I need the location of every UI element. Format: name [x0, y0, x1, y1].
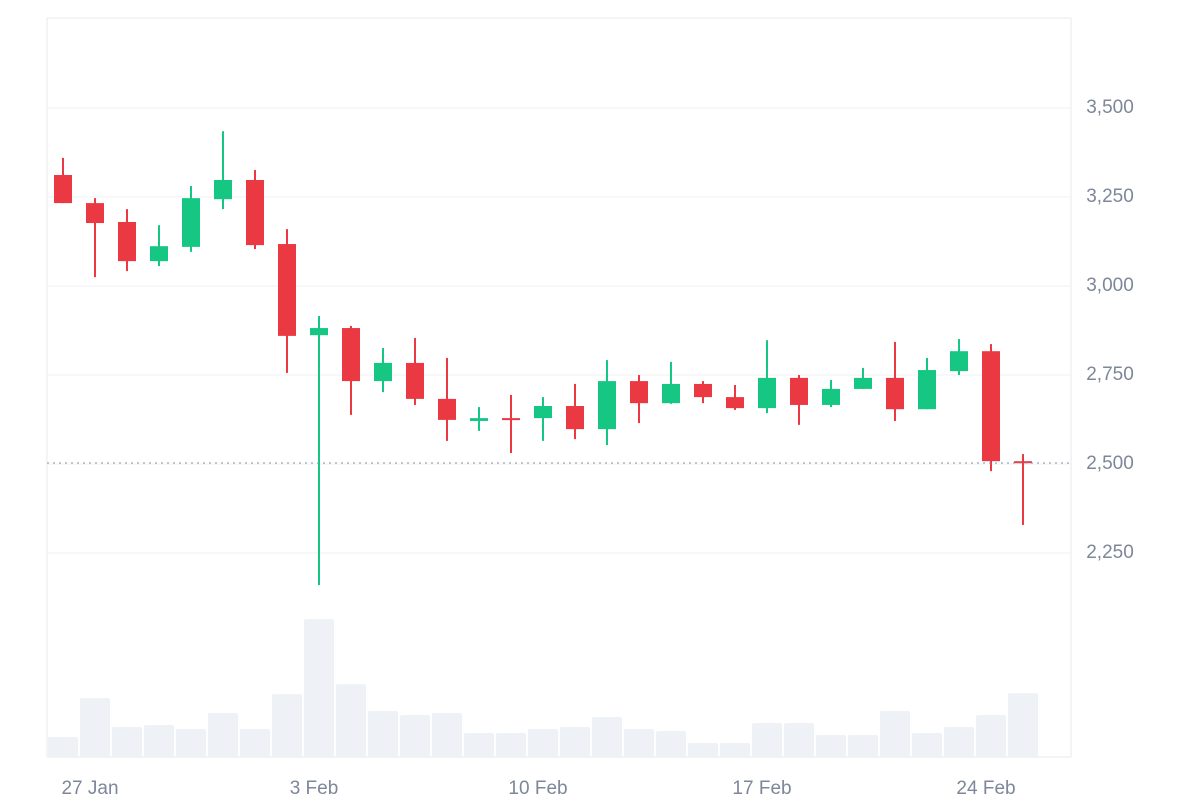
volume-bar [496, 733, 526, 757]
y-tick-label: 2,500 [1086, 453, 1134, 474]
candle-body [342, 328, 360, 382]
candle-body [214, 179, 232, 200]
volume-bar [784, 723, 814, 757]
volume-bar [144, 725, 174, 757]
volume-bar [624, 729, 654, 757]
volume-bar [368, 711, 398, 757]
candle-body [854, 377, 872, 389]
candle-body [950, 351, 968, 372]
candle-body [758, 377, 776, 409]
volume-bar [80, 698, 110, 757]
volume-bar [112, 727, 142, 757]
volume-bar [848, 735, 878, 757]
volume-bar [944, 727, 974, 757]
candle-body [470, 418, 488, 421]
volume-bar [272, 694, 302, 757]
volume-bar [464, 733, 494, 757]
volume-bar [880, 711, 910, 757]
candle-body [374, 362, 392, 382]
y-tick-label: 3,250 [1086, 186, 1134, 207]
x-tick-label: 27 Jan [61, 778, 118, 799]
candle-body [982, 351, 1000, 462]
volume-bar [560, 727, 590, 757]
candle-body [406, 362, 424, 399]
volume-bar [1008, 693, 1038, 757]
candle-body [630, 381, 648, 404]
y-tick-label: 3,000 [1086, 275, 1134, 296]
candle-body [118, 221, 136, 262]
volume-bar [656, 731, 686, 757]
candle-body [310, 328, 328, 336]
candle-body [246, 179, 264, 246]
volume-bar [592, 717, 622, 757]
candle-body [438, 398, 456, 420]
y-tick-label: 2,250 [1086, 542, 1134, 563]
candle-body [598, 381, 616, 430]
candle-body [86, 203, 104, 224]
volume-bar [336, 684, 366, 757]
volume-bar [528, 729, 558, 757]
candle-body [726, 397, 744, 409]
volume-bar [48, 737, 78, 757]
volume-bar [752, 723, 782, 757]
x-tick-label: 3 Feb [290, 778, 339, 799]
volume-bar [208, 713, 238, 757]
volume-bar [912, 733, 942, 757]
candle-body [278, 244, 296, 336]
volume-bar [720, 743, 750, 757]
volume-bar [688, 743, 718, 757]
candle-body [694, 383, 712, 398]
candle-body [790, 377, 808, 405]
x-tick-label: 24 Feb [956, 778, 1015, 799]
volume-bar [304, 619, 334, 757]
x-tick-label: 10 Feb [508, 778, 567, 799]
volume-bar [400, 715, 430, 757]
volume-bar [240, 729, 270, 757]
volume-bar [176, 729, 206, 757]
candle-body [150, 246, 168, 262]
candle-body [534, 406, 552, 419]
candle-body [182, 198, 200, 247]
candle-body [918, 370, 936, 410]
candle-body [822, 388, 840, 405]
candle-body [886, 377, 904, 410]
candle-body [662, 383, 680, 404]
candle-body [54, 174, 72, 204]
volume-bar [432, 713, 462, 757]
volume-bar [976, 715, 1006, 757]
candle-body [502, 418, 520, 421]
candle-body [566, 406, 584, 430]
y-tick-label: 3,500 [1086, 97, 1134, 118]
candle-body [1014, 461, 1032, 464]
x-tick-label: 17 Feb [732, 778, 791, 799]
y-tick-label: 2,750 [1086, 364, 1134, 385]
volume-bar [816, 735, 846, 757]
